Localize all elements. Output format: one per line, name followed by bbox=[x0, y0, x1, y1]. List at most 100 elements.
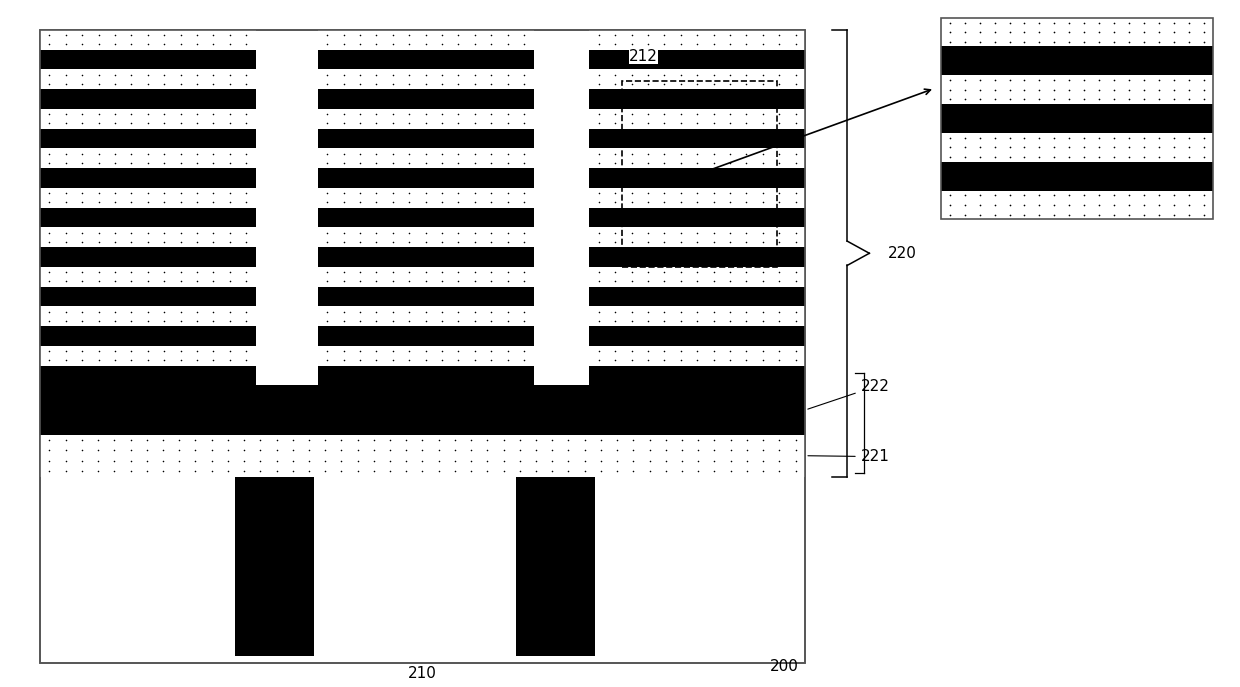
Point bbox=[481, 227, 501, 238]
Point bbox=[671, 227, 691, 238]
Point bbox=[639, 196, 658, 207]
Point bbox=[1179, 36, 1199, 47]
Point bbox=[589, 306, 609, 317]
Point bbox=[589, 148, 609, 159]
Point bbox=[737, 196, 756, 207]
Point bbox=[89, 117, 109, 128]
Point bbox=[687, 148, 707, 159]
Point bbox=[399, 117, 419, 128]
Point bbox=[317, 236, 337, 247]
Point bbox=[720, 196, 740, 207]
Point bbox=[481, 315, 501, 326]
Point bbox=[1135, 142, 1154, 153]
Point bbox=[608, 445, 627, 456]
Point bbox=[40, 227, 60, 238]
Point bbox=[1118, 190, 1138, 201]
Point bbox=[122, 354, 141, 365]
Point bbox=[639, 78, 658, 89]
Point bbox=[171, 275, 191, 286]
Point bbox=[1164, 151, 1184, 162]
Point bbox=[89, 267, 109, 278]
Point bbox=[105, 227, 125, 238]
Point bbox=[1074, 36, 1094, 47]
Point bbox=[432, 315, 451, 326]
Point bbox=[138, 196, 157, 207]
Point bbox=[445, 434, 465, 445]
Point bbox=[334, 346, 353, 357]
Point bbox=[497, 39, 517, 50]
Point bbox=[786, 227, 806, 238]
Point bbox=[999, 17, 1019, 28]
Point bbox=[465, 346, 485, 357]
Point bbox=[605, 196, 625, 207]
Point bbox=[219, 30, 239, 41]
Point bbox=[737, 236, 756, 247]
Point bbox=[769, 306, 789, 317]
Point bbox=[621, 196, 641, 207]
Point bbox=[56, 315, 76, 326]
Point bbox=[399, 346, 419, 357]
Point bbox=[72, 227, 92, 238]
Point bbox=[153, 445, 172, 456]
Point bbox=[56, 346, 76, 357]
Point bbox=[122, 275, 141, 286]
Point bbox=[589, 157, 609, 168]
Point bbox=[720, 445, 740, 456]
Point bbox=[1135, 75, 1154, 86]
Text: 221: 221 bbox=[808, 449, 889, 464]
Point bbox=[334, 69, 353, 80]
Point bbox=[1029, 142, 1049, 153]
Point bbox=[605, 148, 625, 159]
Point bbox=[639, 227, 658, 238]
Point bbox=[202, 455, 222, 466]
Point bbox=[1179, 151, 1199, 162]
Point bbox=[219, 306, 239, 317]
Point bbox=[640, 445, 660, 456]
Point bbox=[940, 142, 960, 153]
Point bbox=[1118, 27, 1138, 38]
Point bbox=[40, 188, 60, 199]
Point bbox=[383, 306, 403, 317]
Point bbox=[154, 315, 174, 326]
Point bbox=[120, 434, 140, 445]
Point bbox=[481, 346, 501, 357]
Point bbox=[170, 434, 190, 445]
Point bbox=[515, 157, 534, 168]
Point bbox=[465, 109, 485, 120]
Point bbox=[237, 117, 257, 128]
Point bbox=[720, 227, 740, 238]
Point bbox=[40, 109, 60, 120]
Bar bbox=[589, 30, 805, 49]
Point bbox=[415, 30, 435, 41]
Point bbox=[299, 445, 319, 456]
Point bbox=[1164, 27, 1184, 38]
Point bbox=[367, 315, 387, 326]
Point bbox=[720, 109, 740, 120]
Point bbox=[497, 188, 517, 199]
Point bbox=[138, 188, 157, 199]
Point bbox=[413, 455, 433, 466]
Point bbox=[515, 346, 534, 357]
Point bbox=[383, 315, 403, 326]
Point bbox=[381, 455, 401, 466]
Point bbox=[1179, 93, 1199, 104]
Point bbox=[219, 39, 239, 50]
Point bbox=[786, 148, 806, 159]
Point bbox=[89, 148, 109, 159]
Point bbox=[1149, 27, 1169, 38]
Bar bbox=[40, 89, 255, 109]
Point bbox=[203, 196, 223, 207]
Point bbox=[334, 236, 353, 247]
Point bbox=[138, 78, 157, 89]
Point bbox=[187, 275, 207, 286]
Point bbox=[703, 69, 723, 80]
Point bbox=[1029, 190, 1049, 201]
Point bbox=[415, 306, 435, 317]
Point bbox=[1149, 142, 1169, 153]
Point bbox=[1135, 36, 1154, 47]
Point bbox=[1059, 133, 1079, 144]
Point bbox=[769, 315, 789, 326]
Point bbox=[656, 434, 676, 445]
Point bbox=[1059, 190, 1079, 201]
Point bbox=[640, 455, 660, 466]
